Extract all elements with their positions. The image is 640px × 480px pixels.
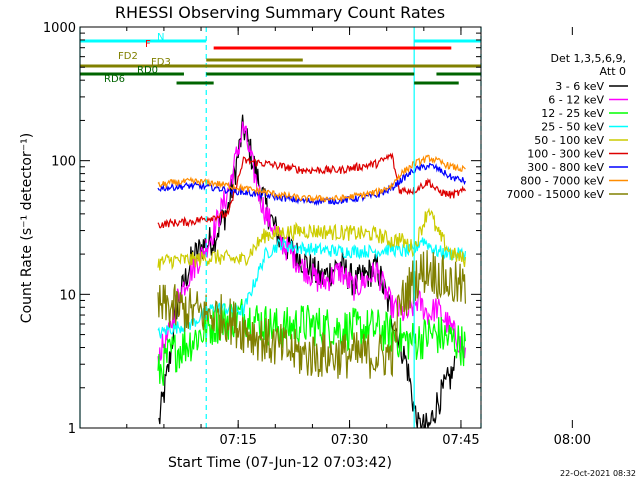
y-axis-label: Count Rate (s⁻¹ detector⁻¹) xyxy=(19,133,35,323)
legend-entry-label: 300 - 800 keV xyxy=(527,161,604,174)
flag-label-f: F xyxy=(145,39,151,50)
x-tick-label: 08:00 xyxy=(554,433,591,448)
legend-entry-label: 6 - 12 keV xyxy=(548,94,604,107)
x-tick-label: 07:30 xyxy=(331,433,368,448)
y-tick-label: 100 xyxy=(51,155,76,170)
chart-title: RHESSI Observing Summary Count Rates xyxy=(115,3,445,22)
series-line-7000-15000keV xyxy=(157,250,466,379)
series-line-3-6keV xyxy=(158,114,456,428)
series-layer xyxy=(157,114,466,428)
flag-label-fd2: FD2 xyxy=(118,51,138,62)
x-tick-label: 07:45 xyxy=(442,433,479,448)
plot-frame xyxy=(79,26,482,429)
series-line-800-7000keV xyxy=(157,154,466,204)
legend-header: Att 0 xyxy=(600,65,626,78)
legend-entry-label: 100 - 300 keV xyxy=(527,148,604,161)
legend-entry-label: 25 - 50 keV xyxy=(541,121,604,134)
legend-entry-label: 3 - 6 keV xyxy=(555,80,604,93)
legend-entry-label: 50 - 100 keV xyxy=(534,134,604,147)
y-tick-label: 1 xyxy=(68,422,76,437)
legend-entry-label: 800 - 7000 keV xyxy=(520,175,604,188)
footer-timestamp: 22-Oct-2021 08:32 xyxy=(560,469,636,478)
y-tick-label: 10 xyxy=(59,288,76,303)
y-tick-label: 1000 xyxy=(43,21,76,36)
flag-label-rd0: RD0 xyxy=(137,65,158,76)
x-tick-label: 07:15 xyxy=(219,433,256,448)
series-line-100-300keV xyxy=(157,152,466,229)
flag-label-rd6: RD6 xyxy=(104,74,125,85)
flag-label-fd3: FD3 xyxy=(151,57,171,68)
flag-label-n: N xyxy=(157,32,164,43)
legend-entry-label: 12 - 25 keV xyxy=(541,107,604,120)
x-axis-label: Start Time (07-Jun-12 07:03:42) xyxy=(168,455,392,471)
legend-entry-label: 7000 - 15000 keV xyxy=(506,188,604,201)
legend-header: Det 1,3,5,6,9, xyxy=(550,52,626,65)
